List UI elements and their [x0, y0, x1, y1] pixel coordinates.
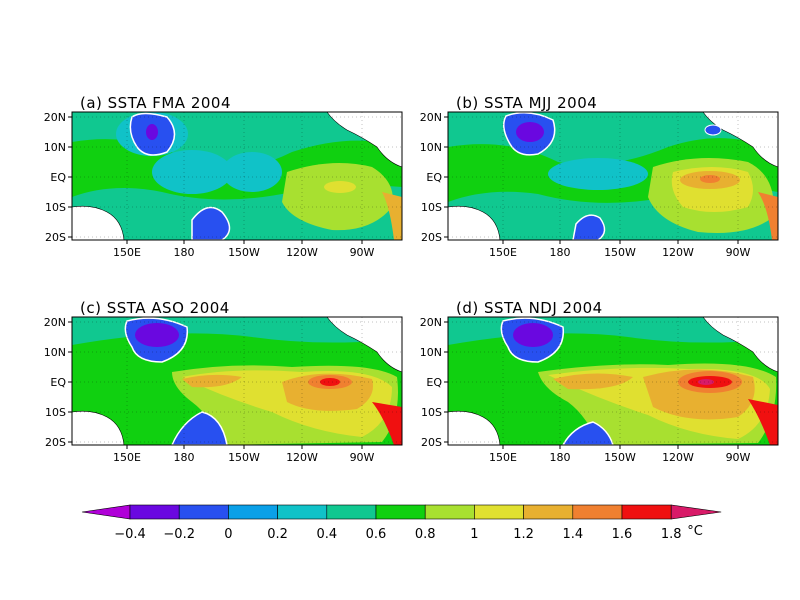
lat-tick-label: EQ	[50, 376, 66, 389]
map-panel-a: (a) SSTA FMA 2004	[71, 94, 403, 241]
colorbar-segment	[375, 504, 426, 520]
map-axes: 20N 10N EQ 10S 20S 150E 180 150W 120W 90W 20N 10N EQ…	[44, 111, 778, 464]
lat-tick-label: 10N	[420, 346, 442, 359]
colorbar-tick-label: 1.4	[562, 527, 583, 542]
panel-title-d: (d) SSTA NDJ 2004	[456, 299, 603, 317]
lon-tick-label: 180	[174, 246, 195, 259]
colorbar-tick-label: 1	[470, 527, 478, 542]
colorbar-tick-label: 0.2	[267, 527, 288, 542]
panel-title-b: (b) SSTA MJJ 2004	[456, 94, 597, 112]
colorbar-segment	[621, 504, 672, 520]
lon-tick-label: 120W	[286, 451, 318, 464]
colorbar-tick-label: −0.2	[163, 527, 195, 542]
lat-tick-label: 10N	[44, 141, 66, 154]
panel-title-a: (a) SSTA FMA 2004	[80, 94, 231, 112]
colorbar-tick-label: 0.8	[415, 527, 436, 542]
lat-tick-label: EQ	[426, 171, 442, 184]
lat-tick-label: 10S	[45, 201, 66, 214]
colorbar-tick-label: 1.8	[661, 527, 682, 542]
lat-tick-label: 10N	[44, 346, 66, 359]
lon-tick-label: 150E	[113, 451, 141, 464]
map-panel-d: (d) SSTA NDJ 2004	[447, 299, 779, 446]
lon-tick-label: 150W	[604, 451, 636, 464]
lat-tick-label: 20S	[421, 436, 442, 449]
lat-tick-label: 10S	[45, 406, 66, 419]
colorbar-unit: °C	[687, 524, 703, 539]
colorbar-tick-label: 0	[224, 527, 232, 542]
lon-tick-label: 150W	[228, 451, 260, 464]
colorbar-segment	[277, 504, 328, 520]
map-panel-b: (b) SSTA MJJ 2004	[447, 94, 779, 241]
lon-tick-label: 150W	[228, 246, 260, 259]
lat-tick-label: 20N	[420, 111, 442, 124]
lon-tick-label: 180	[174, 451, 195, 464]
lat-tick-label: EQ	[50, 171, 66, 184]
colorbar-segment	[523, 504, 574, 520]
lat-tick-label: 20S	[45, 231, 66, 244]
lat-tick-label: 20S	[45, 436, 66, 449]
colorbar-segment	[424, 504, 475, 520]
map-panel-c: (c) SSTA ASO 2004	[71, 299, 403, 446]
lat-tick-label: 20N	[44, 111, 66, 124]
colorbar-high-arrow	[670, 504, 722, 520]
lon-tick-label: 120W	[286, 246, 318, 259]
lat-tick-label: 10N	[420, 141, 442, 154]
colorbar-tick-label: 1.2	[513, 527, 534, 542]
lon-tick-label: 150E	[489, 451, 517, 464]
colorbar-tick-label: 1.6	[612, 527, 633, 542]
colorbar-segment	[228, 504, 278, 520]
lon-tick-label: 90W	[726, 451, 751, 464]
lon-tick-label: 90W	[350, 246, 375, 259]
lon-tick-label: 150E	[113, 246, 141, 259]
colorbar-segment	[326, 504, 377, 520]
colorbar-segment	[572, 504, 623, 520]
lat-tick-label: EQ	[426, 376, 442, 389]
colorbar-tick-label: −0.4	[114, 527, 146, 542]
lon-tick-label: 90W	[726, 246, 751, 259]
lon-tick-label: 180	[550, 451, 571, 464]
lat-tick-label: 20N	[44, 316, 66, 329]
lat-tick-label: 10S	[421, 406, 442, 419]
lon-tick-label: 120W	[662, 451, 694, 464]
lon-tick-label: 150E	[489, 246, 517, 259]
panel-title-c: (c) SSTA ASO 2004	[80, 299, 230, 317]
lon-tick-label: 90W	[350, 451, 375, 464]
colorbar-segment	[474, 504, 524, 520]
colorbar: −0.4 −0.2 0 0.2 0.4 0.6 0.8 1 1.2 1.4 1.6 1.8 °C	[81, 504, 722, 542]
colorbar-tick-label: 0.6	[366, 527, 387, 542]
lat-tick-label: 20N	[420, 316, 442, 329]
lon-tick-label: 150W	[604, 246, 636, 259]
colorbar-segment	[178, 504, 229, 520]
lat-tick-label: 20S	[421, 231, 442, 244]
colorbar-tick-label: 0.4	[316, 527, 337, 542]
lat-tick-label: 10S	[421, 201, 442, 214]
colorbar-segment	[129, 504, 180, 520]
colorbar-low-arrow	[81, 504, 131, 520]
lon-tick-label: 180	[550, 246, 571, 259]
lon-tick-label: 120W	[662, 246, 694, 259]
